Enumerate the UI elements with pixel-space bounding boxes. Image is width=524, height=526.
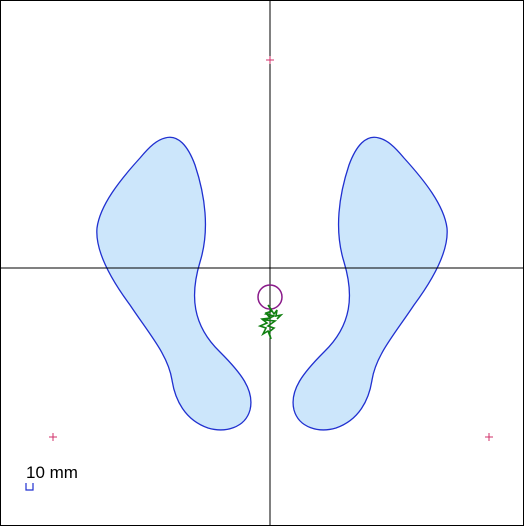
- left-foot: [96, 136, 252, 431]
- reference-cross: [266, 56, 274, 64]
- reference-cross: [49, 433, 57, 441]
- scale-label: 10 mm: [26, 463, 78, 482]
- reference-crosses: [49, 56, 493, 441]
- scale-bar: [25, 483, 34, 491]
- reference-cross: [485, 433, 493, 441]
- sway-path: [257, 304, 284, 340]
- feet: [96, 136, 448, 431]
